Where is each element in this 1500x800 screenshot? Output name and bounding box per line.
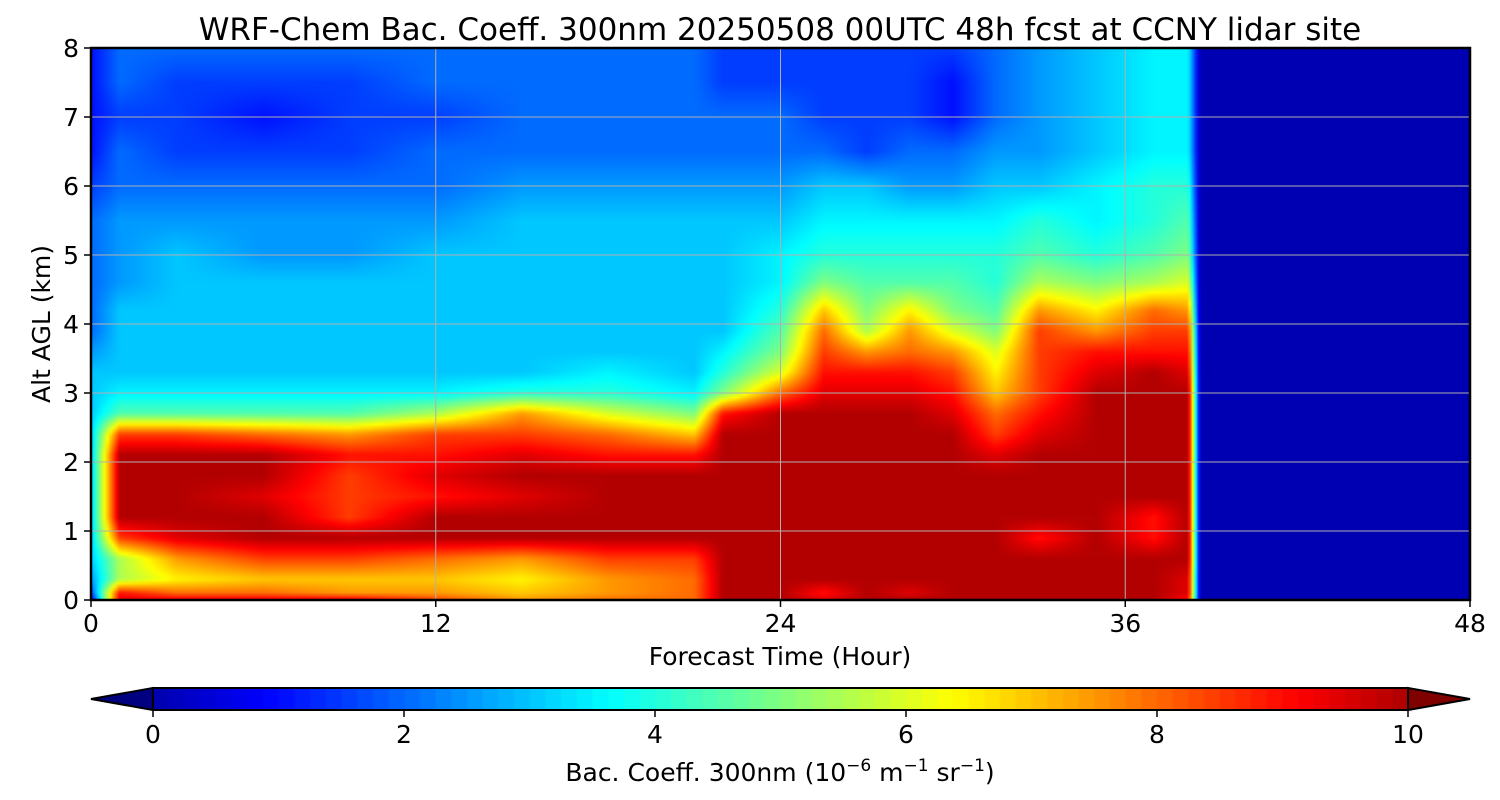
- colorbar: 0 2 4 6 8 10: [90, 686, 1471, 749]
- y-tick-label: 8: [63, 34, 79, 63]
- x-axis: 0 12 24 36 48: [83, 600, 1486, 638]
- colorbar-label: Bac. Coeff. 300nm (10−6 m−1 sr−1): [565, 756, 994, 787]
- colorbar-tick-label: 10: [1392, 720, 1424, 749]
- y-tick-label: 2: [63, 448, 79, 477]
- colorbar-gradient: [153, 688, 1408, 710]
- colorbar-tick-label: 0: [145, 720, 161, 749]
- y-tick-label: 0: [63, 586, 79, 615]
- colorbar-tick-label: 8: [1149, 720, 1165, 749]
- y-tick-label: 3: [63, 379, 79, 408]
- y-axis-label: Alt AGL (km): [27, 245, 56, 403]
- colorbar-frame: [152, 687, 1409, 711]
- y-tick-label: 1: [63, 517, 79, 546]
- y-tick-label: 6: [63, 172, 79, 201]
- y-axis: 0 1 2 3 4 5 6 7 8: [63, 34, 91, 615]
- x-tick-label: 48: [1454, 609, 1486, 638]
- colorbar-ticks: 0 2 4 6 8 10: [145, 710, 1424, 749]
- x-tick-label: 24: [765, 609, 797, 638]
- chart-title: WRF-Chem Bac. Coeff. 300nm 20250508 00UT…: [199, 12, 1362, 48]
- colorbar-tick-label: 6: [898, 720, 914, 749]
- colorbar-extend-low: [90, 686, 154, 712]
- y-tick-label: 4: [63, 310, 79, 339]
- plot-area: [89, 46, 1472, 602]
- colorbar-tick-label: 4: [647, 720, 663, 749]
- colorbar-extend-high: [1407, 686, 1471, 712]
- x-axis-label: Forecast Time (Hour): [649, 642, 912, 671]
- x-tick-label: 36: [1109, 609, 1141, 638]
- y-tick-label: 7: [63, 103, 79, 132]
- x-tick-label: 0: [83, 609, 99, 638]
- colorbar-tick-label: 2: [396, 720, 412, 749]
- x-tick-label: 12: [420, 609, 452, 638]
- y-tick-label: 5: [63, 241, 79, 270]
